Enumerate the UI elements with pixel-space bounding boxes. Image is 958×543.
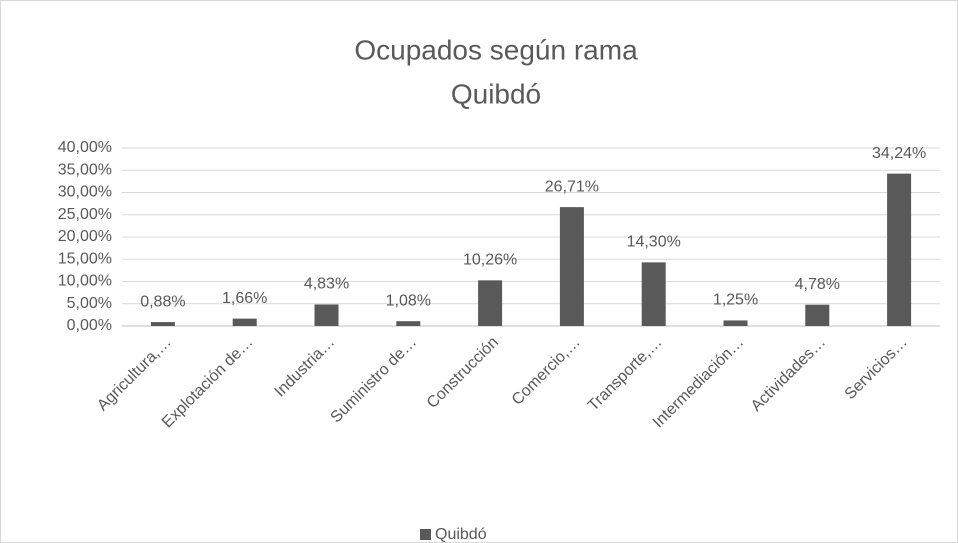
data-label: 4,83% xyxy=(304,276,349,293)
y-tick-label: 0,00% xyxy=(67,317,112,334)
y-tick-label: 10,00% xyxy=(58,273,112,290)
bar xyxy=(641,262,666,326)
bar xyxy=(478,280,503,326)
legend-swatch xyxy=(420,529,431,540)
legend-label: Quibdó xyxy=(435,526,487,543)
bar xyxy=(150,322,175,326)
data-label: 14,30% xyxy=(627,234,681,251)
bar xyxy=(887,173,912,326)
y-tick-label: 25,00% xyxy=(58,206,112,223)
data-label: 0,88% xyxy=(140,293,185,310)
bar xyxy=(396,321,421,326)
y-tick-label: 15,00% xyxy=(58,250,112,267)
bar xyxy=(723,320,748,326)
chart-title: Quibdó xyxy=(451,78,541,109)
bar xyxy=(232,318,257,326)
y-tick-label: 20,00% xyxy=(58,228,112,245)
data-label: 10,26% xyxy=(463,252,517,269)
data-label: 34,24% xyxy=(872,145,926,162)
bar xyxy=(559,207,584,326)
bar xyxy=(805,304,830,326)
bar xyxy=(314,304,339,326)
data-label: 26,71% xyxy=(545,178,599,195)
y-tick-label: 30,00% xyxy=(58,184,112,201)
data-label: 1,25% xyxy=(713,292,758,309)
y-tick-label: 35,00% xyxy=(58,161,112,178)
chart-title: Ocupados según rama xyxy=(354,34,638,65)
data-label: 1,08% xyxy=(386,292,431,309)
data-label: 4,78% xyxy=(795,276,840,293)
data-label: 1,66% xyxy=(222,290,267,307)
y-tick-label: 40,00% xyxy=(58,139,112,156)
y-tick-label: 5,00% xyxy=(67,295,112,312)
